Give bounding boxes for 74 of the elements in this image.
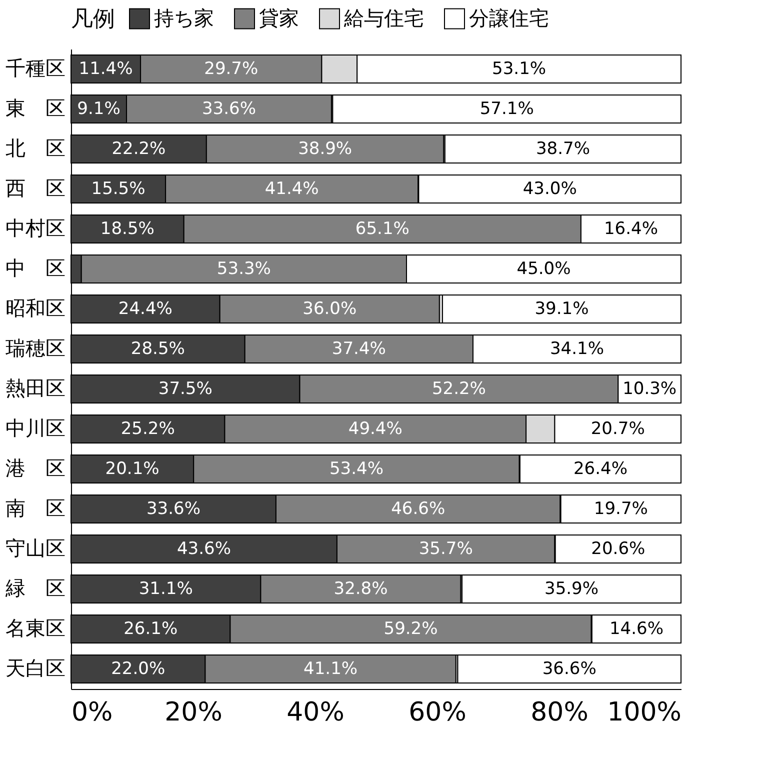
data-label: 39.1% [534,299,589,319]
data-label: 65.1% [355,219,410,239]
data-label: 31.1% [138,579,193,599]
data-label: 46.6% [391,499,446,519]
y-tick-label: 緑 区 [4,576,66,600]
data-label: 34.1% [550,339,604,359]
data-label: 53.3% [216,259,271,279]
y-tick-label: 守山区 [6,536,66,560]
legend-label: 持ち家 [154,6,214,30]
y-tick-label: 西 区 [6,176,66,200]
data-label: 36.6% [542,659,596,679]
y-tick-label: 昭和区 [6,296,66,320]
data-label: 14.6% [609,619,664,639]
y-tick-label: 天白区 [6,656,66,680]
data-label: 20.7% [590,419,645,439]
data-label: 16.4% [604,219,658,239]
y-tick-label: 港 区 [6,456,66,480]
data-label: 38.9% [298,139,352,159]
x-tick-label: 20% [164,698,222,728]
data-label: 37.5% [158,379,212,399]
data-label: 18.5% [100,219,154,239]
data-label: 26.1% [124,619,178,639]
y-tick-label: 瑞穂区 [6,336,66,360]
y-tick-label: 北 区 [6,136,66,160]
data-label: 43.6% [176,539,231,559]
data-label: 43.0% [522,179,577,199]
x-tick-label: 0% [72,698,113,728]
y-tick-label: 名東区 [6,616,66,640]
data-label: 11.4% [78,59,133,79]
data-label: 33.6% [202,99,256,119]
x-tick-label: 60% [408,698,466,728]
legend-label: 貸家 [259,6,299,30]
data-label: 15.5% [91,179,146,199]
data-label: 25.2% [120,419,175,439]
data-label: 22.0% [111,659,166,679]
x-tick-label: 80% [530,698,588,728]
data-label: 41.4% [264,179,319,199]
data-label: 24.4% [118,299,172,319]
data-label: 49.4% [348,419,402,439]
data-label: 59.2% [384,619,438,639]
y-tick-label: 千種区 [6,56,66,80]
data-label: 29.7% [204,59,258,79]
data-label: 53.1% [492,59,546,79]
data-label: 38.7% [536,139,590,159]
data-label: 10.3% [622,379,677,399]
x-tick-label: 40% [286,698,344,728]
data-label: 53.4% [329,459,384,479]
data-label: 52.2% [432,379,486,399]
data-label: 57.1% [480,99,534,119]
y-tick-label: 中 区 [6,256,66,280]
legend-label: 給与住宅 [343,6,424,30]
x-tick-label: 100% [607,698,682,728]
data-label: 41.1% [304,659,358,679]
data-label: 35.7% [418,539,473,559]
legend-label: 分譲住宅 [469,6,549,30]
y-tick-label: 中川区 [6,416,66,440]
data-label: 22.2% [112,139,166,159]
data-label: 35.9% [544,579,599,599]
data-label: 33.6% [146,499,200,519]
y-tick-label: 南 区 [6,496,66,520]
y-tick-label: 中村区 [6,216,66,240]
data-label: 19.7% [594,499,648,519]
data-label: 26.4% [573,459,628,479]
data-label: 45.0% [516,259,571,279]
y-tick-label: 東 区 [6,96,66,120]
data-label: 20.6% [591,539,646,559]
data-label: 32.8% [334,579,388,599]
data-label: 9.1% [77,99,120,119]
data-label: 37.4% [332,339,386,359]
legend-title: 凡例 [71,7,115,32]
data-label: 36.0% [302,299,357,319]
y-tick-label: 熱田区 [6,376,66,400]
data-label: 20.1% [105,459,160,479]
data-label: 28.5% [130,339,185,359]
